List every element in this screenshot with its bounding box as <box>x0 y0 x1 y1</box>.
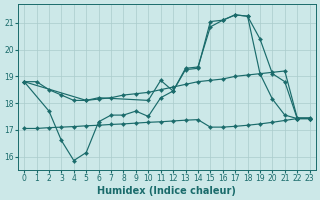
X-axis label: Humidex (Indice chaleur): Humidex (Indice chaleur) <box>98 186 236 196</box>
